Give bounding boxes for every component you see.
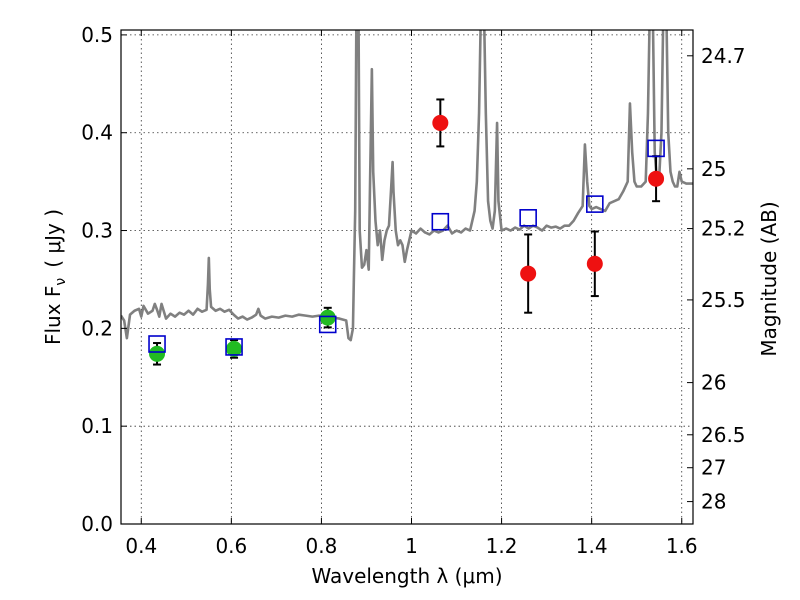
x-tick-label: 0.6 [215, 534, 247, 558]
x-tick-label: 1 [405, 534, 418, 558]
data-marker [226, 340, 243, 357]
x-tick-label: 1.6 [666, 534, 698, 558]
x-tick-label: 1.4 [576, 534, 608, 558]
right-tick-label: 26.5 [701, 423, 746, 447]
model-box-marker [431, 212, 450, 231]
right-tick-label: 24.7 [701, 44, 746, 68]
data-point [149, 342, 166, 366]
data-point [648, 155, 665, 203]
plot-frame [120, 29, 694, 525]
x-axis-label: Wavelength λ (μm) [311, 564, 502, 588]
model-box-marker [225, 338, 243, 356]
data-marker [149, 345, 166, 362]
x-tick-label: 0.4 [125, 534, 157, 558]
x-axis-ticks: 0.4 0.6 0.8 1 1.2 1.4 1.6 [125, 30, 698, 558]
x-tick-label: 0.8 [306, 534, 338, 558]
right-tick-label: 25.5 [701, 288, 746, 312]
right-axis-label: Magnitude (AB) [757, 201, 781, 356]
y-axis-label-subscript: ν [53, 278, 69, 286]
data-marker [586, 255, 603, 272]
model-box-marker [586, 195, 604, 213]
data-marker [319, 309, 336, 326]
right-tick-label: 25.2 [701, 217, 746, 241]
right-tick-label: 25 [701, 157, 726, 181]
right-tick-label: 26 [701, 371, 726, 395]
model-box-marker [148, 335, 166, 353]
right-tick-label: 27 [701, 456, 726, 480]
model-box-marker [647, 139, 665, 158]
y-axis-ticks: 0.0 0.1 0.2 0.3 0.4 0.5 [81, 23, 127, 536]
model-box-marker [318, 315, 337, 334]
data-marker [648, 170, 665, 187]
y-tick-label: 0.2 [81, 316, 113, 340]
y-tick-label: 0.0 [81, 512, 113, 536]
data-point [432, 98, 449, 148]
x-tick-label: 1.2 [486, 534, 518, 558]
right-tick-label: 28 [701, 490, 726, 514]
model-box-marker [519, 209, 537, 227]
y-tick-label: 0.1 [81, 414, 113, 438]
right-magnitude-axis-ticks: 24.7 25 25.2 25.5 26 26.5 27 28 [687, 44, 746, 514]
data-markers [148, 98, 665, 366]
data-point [586, 230, 603, 298]
data-marker [432, 114, 449, 131]
data-point [520, 233, 537, 314]
data-marker [520, 265, 537, 282]
y-axis-label-unit: ( μJy ) [41, 209, 65, 268]
y-tick-label: 0.5 [81, 23, 113, 47]
model-spectrum-line [121, 30, 693, 342]
y-axis-label-main: Flux F [41, 286, 65, 345]
plot-area [121, 30, 693, 366]
y-tick-label: 0.3 [81, 219, 113, 243]
y-axis-label: Flux Fν ( μJy ) [41, 209, 69, 345]
y-tick-label: 0.4 [81, 121, 113, 145]
data-point [319, 306, 336, 329]
